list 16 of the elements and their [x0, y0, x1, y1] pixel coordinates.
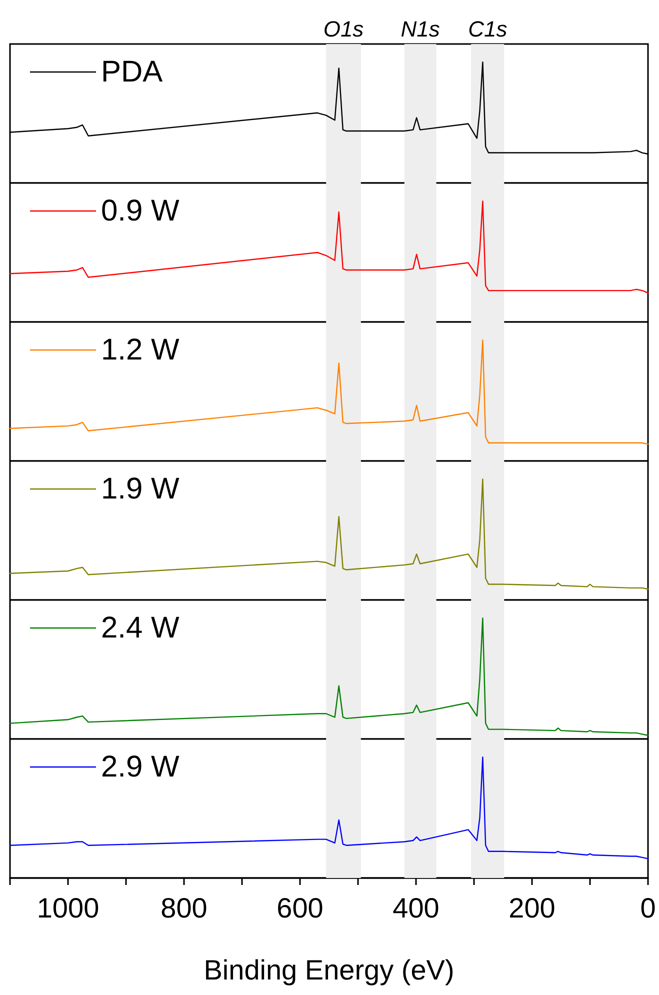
band-label: N1s [400, 16, 440, 42]
band-label: C1s [468, 16, 508, 42]
legend-label: 1.9 W [101, 472, 180, 506]
x-tick-label: 600 [276, 892, 324, 924]
x-tick-label: 800 [160, 892, 208, 924]
x-axis-title: Binding Energy (eV) [204, 954, 454, 986]
x-tick-label: 0 [640, 892, 656, 924]
legend-label: 0.9 W [101, 194, 180, 228]
x-tick-label: 200 [508, 892, 556, 924]
legend-label: 2.9 W [101, 750, 180, 784]
legend-label: 1.2 W [101, 334, 180, 366]
x-tick-label: 1000 [36, 892, 100, 924]
band-label: O1s [323, 16, 364, 42]
legend-label: PDA [101, 56, 163, 88]
legend-label: 2.4 W [101, 612, 180, 644]
x-tick-label: 400 [392, 892, 440, 924]
